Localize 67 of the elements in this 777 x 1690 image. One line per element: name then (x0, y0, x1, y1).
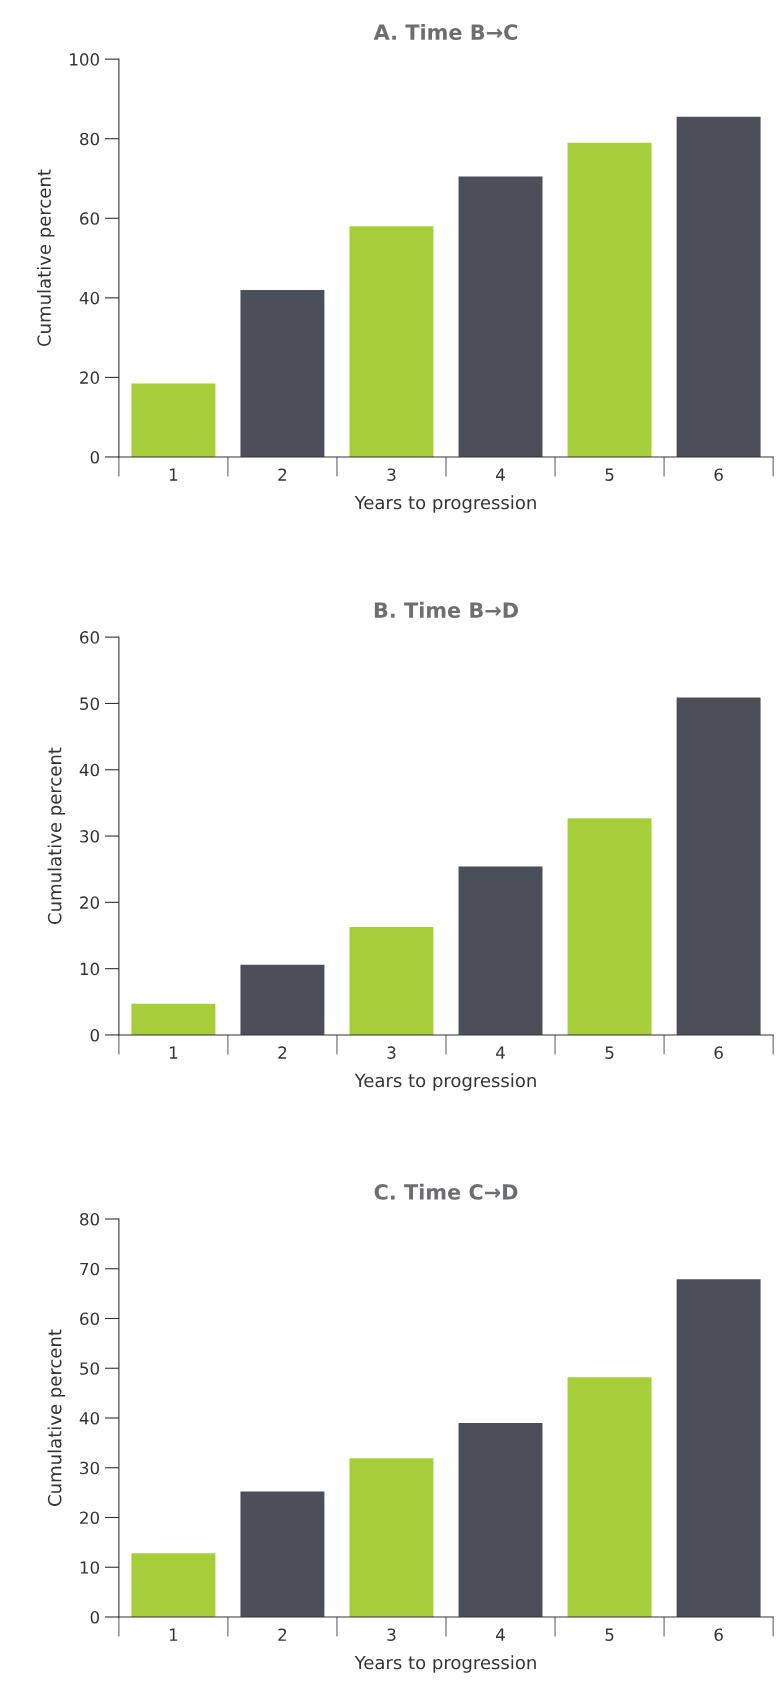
x-tick-label: 5 (605, 1046, 614, 1059)
x-tick-label: 2 (278, 1628, 287, 1641)
y-tick-label: 20 (80, 896, 100, 909)
x-tick-label: 3 (387, 1046, 396, 1059)
bar (240, 289, 325, 457)
y-tick-label: 80 (80, 132, 100, 146)
bar (458, 1422, 543, 1617)
x-tick-label: 1 (169, 468, 178, 481)
bar (349, 1458, 434, 1617)
y-tick-label: 20 (80, 1511, 100, 1525)
x-tick-label: 4 (496, 1628, 505, 1641)
y-axis-title: Cumulative percent (47, 747, 66, 924)
x-axis-title: Years to progression (354, 1655, 536, 1673)
bar (567, 1377, 652, 1617)
bar (131, 383, 216, 457)
x-tick-label: 3 (387, 1628, 396, 1641)
x-tick-label: 4 (496, 1046, 505, 1059)
x-tick-label: 6 (714, 1628, 723, 1641)
bar (567, 818, 652, 1035)
y-tick-label: 70 (80, 1262, 100, 1276)
bar (676, 116, 761, 457)
x-tick-label: 5 (605, 1628, 614, 1641)
y-tick-label: 60 (80, 1312, 100, 1326)
x-axis-title: Years to progression (354, 1073, 536, 1091)
bar (349, 926, 434, 1035)
y-axis-title: Cumulative percent (36, 169, 55, 347)
bar (458, 866, 543, 1035)
bar (567, 142, 652, 457)
x-tick-label: 4 (496, 468, 505, 481)
bar (676, 1279, 761, 1617)
bar (240, 1491, 325, 1617)
y-tick-label: 0 (90, 1028, 100, 1042)
bar (240, 964, 325, 1035)
x-tick-label: 3 (387, 468, 396, 481)
bar (676, 697, 761, 1035)
y-tick-label: 80 (80, 1212, 100, 1226)
y-tick-label: 30 (80, 1461, 100, 1475)
x-tick-label: 1 (169, 1046, 178, 1059)
y-tick-label: 40 (79, 291, 100, 305)
x-tick-label: 6 (714, 468, 723, 481)
bar (458, 176, 543, 457)
x-tick-label: 6 (714, 1046, 723, 1059)
y-tick-label: 20 (80, 371, 100, 384)
y-tick-label: 60 (80, 212, 100, 225)
y-tick-label: 50 (80, 1362, 100, 1375)
y-tick-label: 40 (79, 763, 100, 777)
y-tick-label: 0 (90, 1610, 100, 1624)
bar (131, 1003, 216, 1035)
y-tick-label: 60 (80, 631, 100, 644)
chart-title: C. Time C→D (374, 1183, 518, 1200)
y-tick-label: 40 (79, 1411, 100, 1425)
x-tick-label: 1 (169, 1628, 178, 1641)
y-axis-title: Cumulative percent (47, 1329, 66, 1506)
bar (131, 1553, 216, 1617)
y-tick-label: 10 (80, 1561, 100, 1574)
x-tick-label: 2 (278, 468, 287, 481)
bar (349, 226, 434, 457)
x-tick-label: 2 (278, 1046, 287, 1059)
chart-title: A. Time B→C (373, 23, 518, 40)
chart-title: B. Time B→D (374, 601, 518, 618)
x-tick-label: 5 (605, 468, 614, 481)
y-tick-label: 50 (80, 697, 100, 710)
y-tick-label: 10 (80, 962, 100, 976)
y-tick-label: 100 (70, 53, 100, 66)
x-axis-title: Years to progression (354, 495, 536, 513)
y-tick-label: 0 (90, 450, 100, 464)
y-tick-label: 30 (80, 830, 100, 843)
